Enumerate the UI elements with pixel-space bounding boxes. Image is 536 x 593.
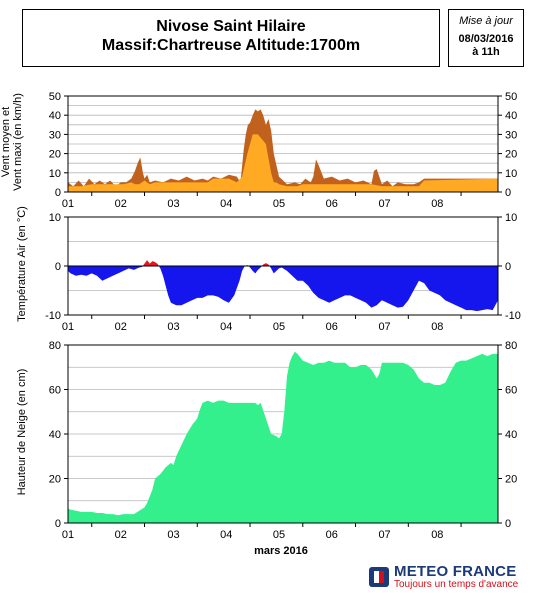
update-box: Mise à jour 08/03/2016 à 11h <box>448 9 524 67</box>
y-axis-label: Vent moyen et <box>0 107 12 177</box>
plot-frame <box>67 95 499 193</box>
y-tick-label: 10 <box>49 212 61 224</box>
temperature-negative-area <box>68 266 498 312</box>
chart-panel-1: 0 0 10 10 20 20 30 30 40 40 50 50 01 02 03 04 05 06 07 08 Ve… <box>0 91 517 210</box>
x-tick-label: 02 <box>115 198 127 210</box>
x-tick-label: 08 <box>431 529 443 541</box>
x-tick-label: 01 <box>62 198 74 210</box>
y-tick-label: 80 <box>505 340 517 352</box>
massif-altitude-title: Massif:Chartreuse Altitude:1700m <box>101 37 361 54</box>
y-tick-label: 0 <box>55 187 61 199</box>
x-tick-label: 04 <box>220 529 232 541</box>
update-time: à 11h <box>472 46 500 58</box>
x-tick-label: 05 <box>273 198 285 210</box>
wind-max-area <box>68 109 498 192</box>
y-tick-label: 20 <box>505 474 517 486</box>
update-label: Mise à jour <box>459 15 513 27</box>
y-tick-label: 60 <box>505 385 517 397</box>
y-tick-label: 0 <box>505 518 511 530</box>
snow-depth-area <box>68 351 498 523</box>
y-tick-label: -10 <box>45 310 61 322</box>
y-tick-label: 50 <box>49 91 61 103</box>
logo-tagline: Toujours un temps d'avance <box>394 579 519 590</box>
x-tick-label: 07 <box>378 198 390 210</box>
y-axis-label: Vent maxi (en km/h) <box>12 93 24 191</box>
y-tick-label: 10 <box>505 168 517 180</box>
y-tick-label: 40 <box>505 110 517 122</box>
y-tick-label: 40 <box>49 429 61 441</box>
y-tick-label: 50 <box>505 91 517 103</box>
x-tick-label: 08 <box>431 321 443 333</box>
y-tick-label: 10 <box>49 168 61 180</box>
x-tick-label: 01 <box>62 529 74 541</box>
chart-panel-3: 0 0 20 20 40 40 60 60 80 80 01 02 03 04 05 06 07 08 Hauteu… <box>16 340 517 557</box>
y-tick-label: 0 <box>505 187 511 199</box>
y-tick-label: 40 <box>49 110 61 122</box>
y-axis-label: Hauteur de Neige (en cm) <box>16 369 28 496</box>
y-tick-label: 0 <box>505 261 511 273</box>
x-tick-label: 03 <box>167 321 179 333</box>
y-tick-label: 10 <box>505 212 517 224</box>
x-tick-label: 08 <box>431 198 443 210</box>
chart-panel-2: -10 -10 0 0 10 10 01 02 03 04 05 06 07 08 Température … <box>16 206 521 333</box>
x-tick-label: 03 <box>167 198 179 210</box>
x-tick-label: 04 <box>220 321 232 333</box>
logo-name: METEO FRANCE <box>394 563 517 580</box>
temperature-positive-area <box>68 260 498 266</box>
y-tick-label: -10 <box>505 310 521 322</box>
y-tick-label: 0 <box>55 261 61 273</box>
x-tick-label: 06 <box>326 198 338 210</box>
x-tick-label: 06 <box>326 321 338 333</box>
meteo-france-logo-icon <box>369 567 389 587</box>
x-tick-label: 02 <box>115 529 127 541</box>
y-axis-label: Température Air (en °C) <box>16 206 28 322</box>
y-tick-label: 40 <box>505 429 517 441</box>
x-tick-label: 01 <box>62 321 74 333</box>
x-tick-label: 05 <box>273 321 285 333</box>
y-tick-label: 80 <box>49 340 61 352</box>
update-date: 08/03/2016 <box>458 33 514 45</box>
y-tick-label: 60 <box>49 385 61 397</box>
x-tick-label: 07 <box>378 529 390 541</box>
wind-mean-area <box>68 134 498 192</box>
x-tick-label: 02 <box>115 321 127 333</box>
x-tick-label: 06 <box>326 529 338 541</box>
y-tick-label: 20 <box>49 149 61 161</box>
meteo-france-logo: METEO FRANCE Toujours un temps d'avance <box>366 562 536 592</box>
x-tick-label: 05 <box>273 529 285 541</box>
x-axis-label: mars 2016 <box>254 545 308 557</box>
y-tick-label: 20 <box>505 149 517 161</box>
x-tick-label: 04 <box>220 198 232 210</box>
y-tick-label: 30 <box>505 129 517 141</box>
y-tick-label: 20 <box>49 474 61 486</box>
x-tick-label: 03 <box>167 529 179 541</box>
station-title: Nivose Saint Hilaire <box>156 18 306 35</box>
y-tick-label: 30 <box>49 129 61 141</box>
x-tick-label: 07 <box>378 321 390 333</box>
title-box: Nivose Saint Hilaire Massif:Chartreuse A… <box>22 9 440 67</box>
y-tick-label: 0 <box>55 518 61 530</box>
